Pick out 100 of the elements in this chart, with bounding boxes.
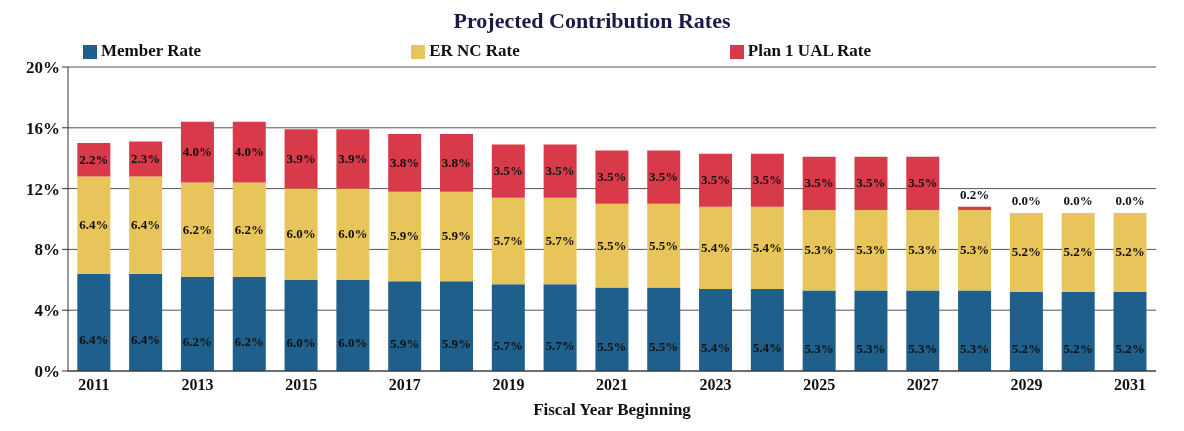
data-label: 5.9% — [390, 336, 420, 352]
data-label: 5.3% — [959, 340, 990, 356]
bar — [543, 197, 577, 285]
bar — [802, 209, 836, 291]
data-label: 5.7% — [545, 337, 575, 353]
x-tick-label: 2027 — [906, 376, 939, 394]
x-tick-label: 2025 — [803, 376, 836, 394]
bar — [388, 133, 422, 192]
data-label: 6.4% — [131, 332, 161, 348]
data-label: 0.0% — [1063, 192, 1093, 208]
data-label: 5.3% — [856, 340, 886, 356]
bar — [232, 182, 266, 277]
bar — [750, 206, 784, 289]
bar — [699, 153, 733, 207]
bar — [284, 188, 318, 280]
data-label: 5.4% — [700, 339, 731, 355]
bar — [491, 144, 525, 198]
data-label: 5.4% — [700, 239, 731, 255]
data-label: 3.8% — [441, 154, 472, 170]
bar — [750, 153, 784, 207]
y-tick-label: 12% — [26, 179, 60, 199]
bar — [439, 281, 473, 371]
x-tick-label: 2011 — [78, 376, 110, 394]
data-label: 5.3% — [804, 340, 834, 356]
data-label: 3.5% — [545, 163, 575, 179]
bar — [906, 156, 940, 210]
data-label: 3.5% — [700, 172, 731, 188]
data-label: 6.4% — [79, 332, 109, 348]
chart-title: Projected Contribution Rates — [452, 8, 732, 35]
bar — [129, 176, 163, 274]
bar — [958, 206, 992, 210]
bar — [180, 121, 214, 183]
y-tick-label: 8% — [34, 240, 60, 260]
bar — [77, 176, 111, 274]
bar — [906, 290, 940, 371]
data-label: 5.7% — [493, 337, 523, 353]
bar — [439, 133, 473, 192]
data-label: 5.3% — [959, 242, 990, 258]
data-label: 3.5% — [856, 175, 886, 191]
y-tick-label: 16% — [26, 118, 60, 138]
data-label: 4.0% — [234, 144, 264, 160]
data-label: 5.7% — [545, 233, 575, 249]
x-tick-label: 2029 — [1010, 376, 1043, 394]
x-tick-label: 2031 — [1114, 376, 1147, 394]
bar — [699, 206, 733, 289]
legend-label: Plan 1 UAL Rate — [747, 41, 872, 60]
bar — [647, 150, 681, 204]
bar — [958, 209, 992, 291]
bar — [180, 182, 214, 277]
y-tick-label: 4% — [34, 301, 60, 321]
data-label: 5.3% — [856, 242, 886, 258]
bar — [750, 288, 784, 371]
data-label: 3.9% — [286, 150, 316, 166]
bar — [336, 279, 370, 371]
bar — [1061, 291, 1095, 371]
data-label: 6.4% — [131, 217, 161, 233]
data-label: 6.0% — [338, 335, 368, 351]
data-label: 5.4% — [752, 239, 782, 255]
data-label: 0.0% — [1115, 192, 1145, 208]
bar — [802, 156, 836, 210]
data-label: 6.4% — [79, 217, 109, 233]
bar — [1009, 291, 1043, 371]
data-label: 5.3% — [908, 242, 938, 258]
data-label: 3.5% — [752, 172, 782, 188]
bar — [854, 209, 888, 291]
bar — [232, 276, 266, 371]
bar — [647, 287, 681, 371]
bar — [180, 276, 214, 371]
bar — [439, 191, 473, 282]
data-label: 6.2% — [182, 333, 213, 349]
bar — [595, 287, 629, 371]
data-label: 4.0% — [182, 144, 213, 160]
data-label: 5.5% — [597, 339, 627, 355]
bar — [1061, 212, 1095, 292]
bar — [854, 290, 888, 371]
data-label: 2.3% — [131, 150, 161, 166]
bar — [854, 156, 888, 210]
data-label: 5.7% — [493, 233, 523, 249]
data-label: 3.8% — [390, 154, 420, 170]
data-label: 6.2% — [234, 333, 264, 349]
data-label: 5.2% — [1011, 341, 1042, 357]
x-tick-label: 2015 — [285, 376, 318, 394]
bar — [232, 121, 266, 183]
bar — [595, 203, 629, 288]
data-label: 5.2% — [1011, 244, 1042, 260]
legend-label: ER NC Rate — [429, 41, 520, 60]
x-tick-label: 2019 — [492, 376, 525, 394]
x-tick-label: 2023 — [699, 376, 732, 394]
bar — [129, 273, 163, 371]
x-tick-label: 2017 — [388, 376, 421, 394]
bar — [543, 284, 577, 371]
x-axis-title: Fiscal Year Beginning — [533, 400, 692, 419]
data-label: 3.5% — [908, 175, 938, 191]
bar — [802, 290, 836, 371]
data-label: 5.4% — [752, 339, 782, 355]
bar — [958, 290, 992, 371]
data-label: 2.2% — [79, 151, 109, 167]
x-tick-label: 2021 — [596, 376, 628, 394]
bar — [699, 288, 733, 371]
data-label: 6.0% — [286, 226, 316, 242]
